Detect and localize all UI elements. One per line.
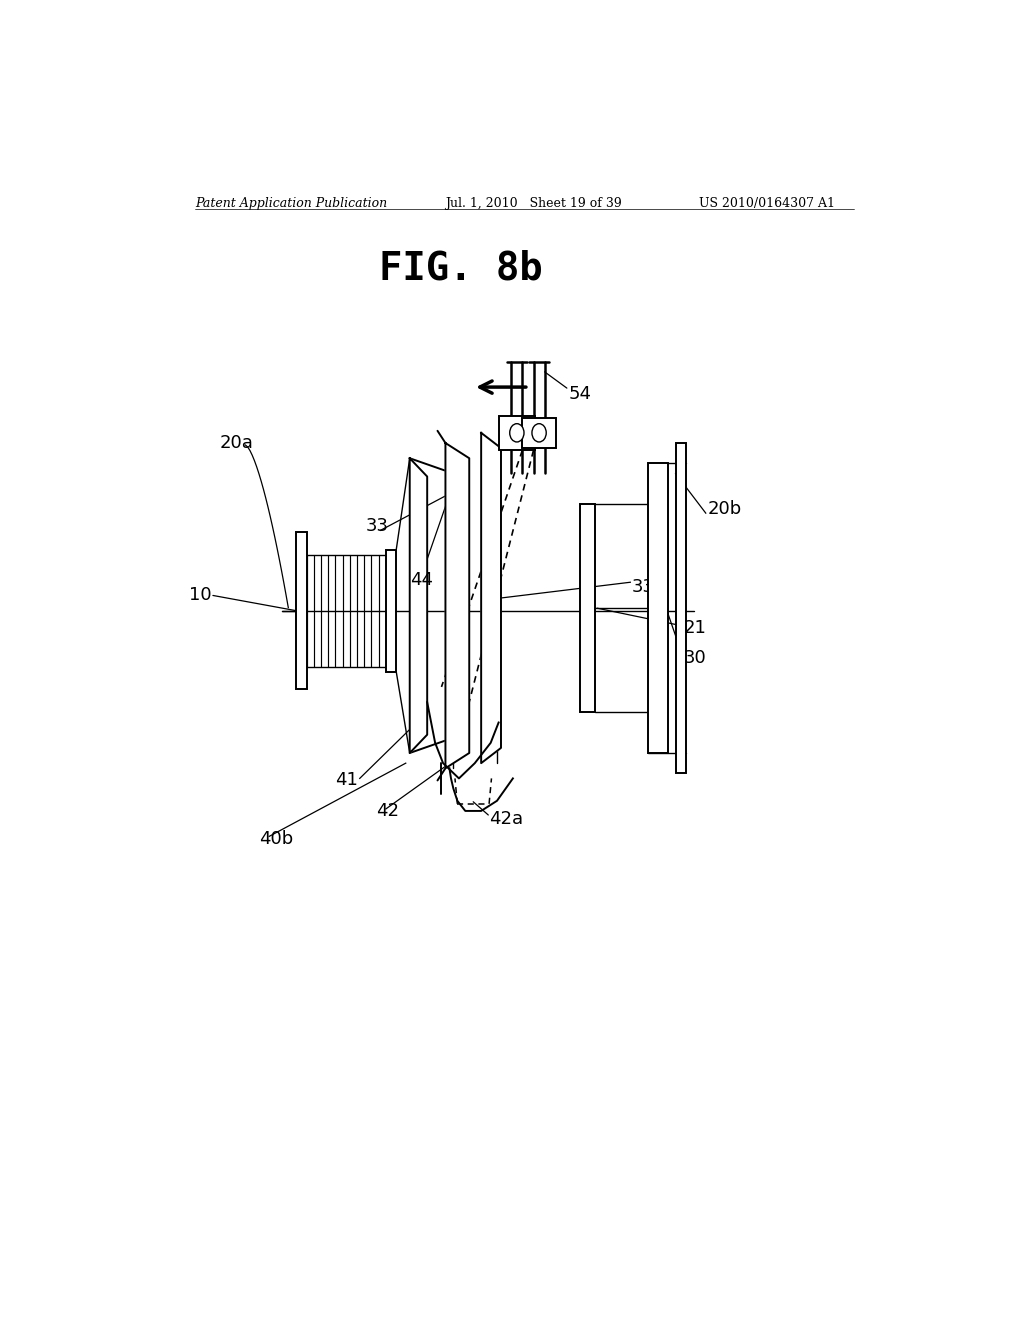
Text: 20a: 20a (219, 434, 253, 451)
Text: 10: 10 (188, 586, 211, 605)
Text: 40b: 40b (259, 830, 293, 849)
Text: 42: 42 (377, 803, 399, 820)
Text: 44: 44 (410, 572, 433, 589)
Bar (581, 504, 595, 713)
Circle shape (531, 424, 546, 442)
Bar (676, 444, 686, 774)
Bar (499, 416, 536, 450)
Text: 30: 30 (684, 649, 707, 668)
Text: FIG. 8b: FIG. 8b (380, 249, 543, 288)
Bar (386, 549, 396, 672)
Text: 42a: 42a (489, 810, 523, 828)
Bar (648, 463, 668, 752)
Bar (522, 417, 556, 447)
Polygon shape (481, 433, 501, 763)
Text: Jul. 1, 2010   Sheet 19 of 39: Jul. 1, 2010 Sheet 19 of 39 (445, 197, 623, 210)
Text: 54: 54 (568, 385, 592, 403)
Text: 33: 33 (367, 517, 389, 536)
Polygon shape (445, 444, 469, 768)
Text: US 2010/0164307 A1: US 2010/0164307 A1 (699, 197, 836, 210)
Polygon shape (410, 458, 427, 752)
Bar (296, 532, 306, 689)
Text: 21: 21 (684, 619, 707, 638)
Text: Patent Application Publication: Patent Application Publication (196, 197, 387, 210)
Text: 41: 41 (335, 771, 358, 789)
Text: 20b: 20b (708, 500, 741, 517)
Circle shape (510, 424, 524, 442)
Text: 33: 33 (632, 578, 655, 597)
